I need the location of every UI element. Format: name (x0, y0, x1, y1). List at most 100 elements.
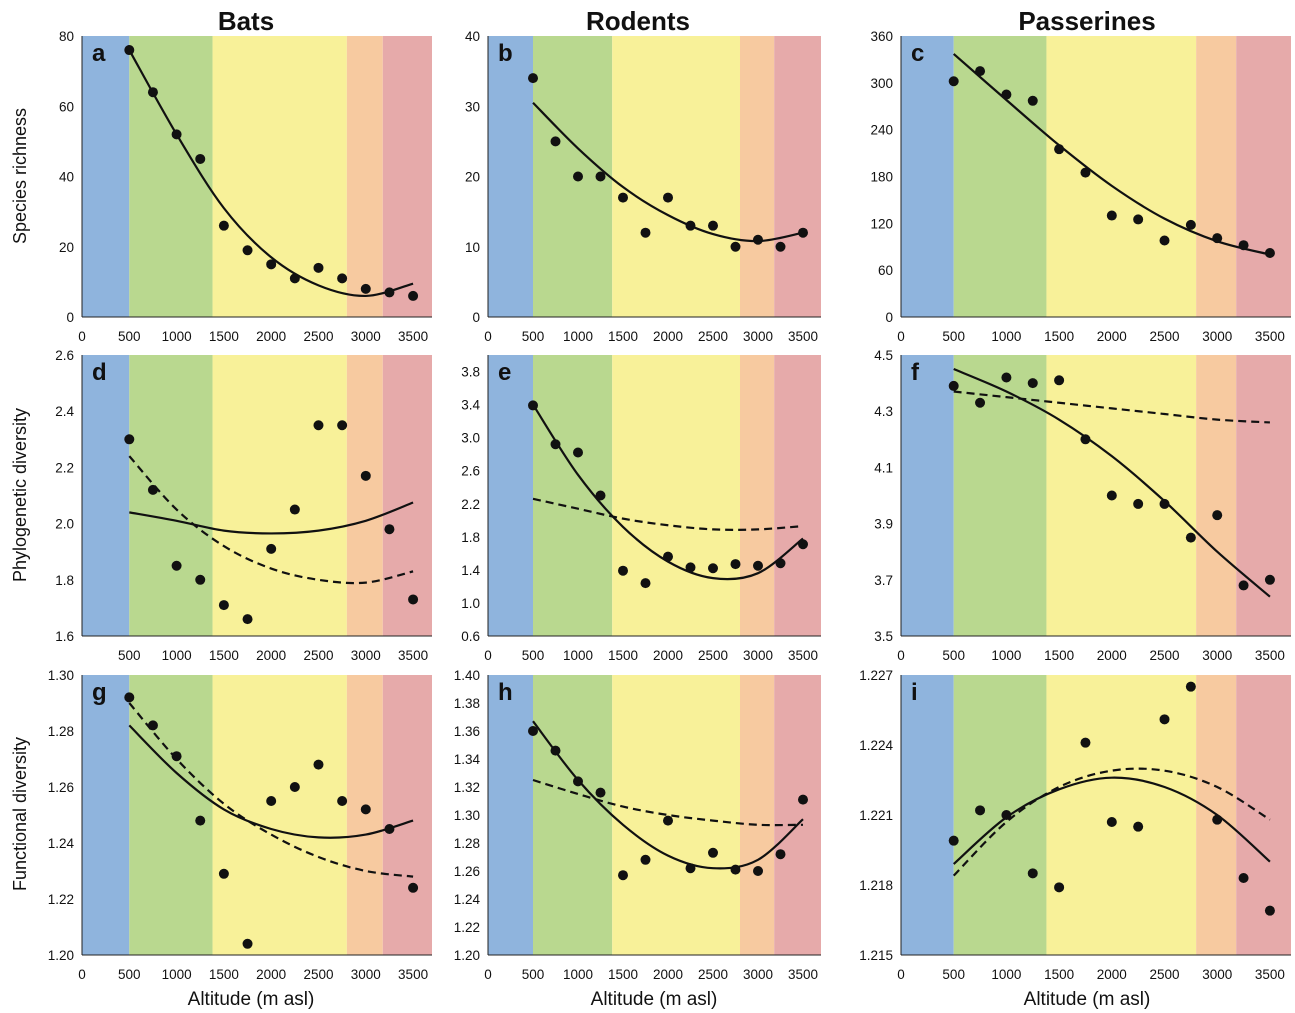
data-point (408, 882, 419, 893)
data-point (708, 563, 718, 574)
altitude-zone-band-4 (740, 36, 775, 317)
data-point (1238, 240, 1249, 251)
x-tick-label: 3000 (351, 648, 381, 663)
curves (953, 368, 1271, 598)
altitude-zone-band-5 (382, 36, 432, 317)
panel-e: 0.6 1.0 1.4 1.8 2.2 2.6 3.0 3.4 3.8 0 500 1000 1500 2… (461, 355, 821, 663)
data-point (528, 400, 538, 411)
y-tick-label: 2.6 (461, 464, 480, 479)
x-tick-label: 0 (78, 967, 86, 982)
y-tick-label: 1.224 (859, 738, 893, 753)
y-tick-label: 1.20 (48, 948, 74, 963)
x-tick-label: 2000 (1097, 329, 1127, 344)
x-tick-label: 0 (484, 967, 492, 982)
y-tick-label: 2.2 (55, 460, 74, 475)
data-point (1054, 375, 1065, 386)
x-tick-label: 500 (942, 967, 965, 982)
y-tick-label: 1.20 (454, 948, 480, 963)
x-tick-label: 3500 (398, 648, 428, 663)
x-tick-label: 2000 (653, 329, 683, 344)
fit-curve-dashed (532, 497, 804, 531)
altitude-zone-band-5 (774, 675, 821, 955)
x-tick-label: 1500 (209, 967, 239, 982)
altitude-zone-band-1 (488, 355, 533, 636)
y-tick-label: 3.7 (874, 573, 893, 588)
data-point (360, 804, 371, 815)
fit-curve-solid (953, 368, 1271, 598)
panel-f: 3.5 3.7 3.9 4.1 4.3 4.5 0 500 1000 1500 2000 2500 30… (874, 348, 1291, 663)
y-tick-label: 0 (66, 310, 74, 325)
data-point (384, 287, 395, 298)
data-point (948, 380, 959, 391)
data-point (124, 434, 135, 445)
x-tick-label: 1000 (991, 329, 1021, 344)
y-tick-label: 40 (465, 29, 480, 44)
x-tick-label: 3000 (351, 329, 381, 344)
altitude-zone-band-2 (129, 675, 213, 955)
y-tick-label: 1.24 (454, 892, 481, 907)
altitude-zone-band-3 (612, 675, 740, 955)
y-tick-label: 1.24 (48, 836, 75, 851)
data-point (313, 262, 324, 273)
x-tick-label: 3000 (351, 967, 381, 982)
altitude-zone-band-1 (901, 355, 954, 636)
fit-curve-dashed (952, 767, 1271, 877)
row-label-functional-diversity: Functional diversity (10, 737, 30, 891)
x-tick-label: 3000 (1202, 648, 1232, 663)
data-point (663, 192, 673, 203)
data-point (337, 273, 348, 284)
row-label-species-richness: Species richness (10, 108, 30, 244)
x-tick-label: 1500 (1044, 967, 1074, 982)
y-tick-label: 1.6 (55, 629, 74, 644)
x-tick-label: 1500 (608, 967, 638, 982)
data-point (685, 220, 696, 231)
altitude-zone-band-1 (901, 36, 954, 317)
data-point (685, 863, 696, 874)
panel-letter: h (498, 679, 513, 706)
y-tick-label: 1.32 (454, 780, 480, 795)
x-tick-label: 1000 (162, 967, 192, 982)
y-tick-label: 1.28 (48, 724, 74, 739)
data-point (1185, 532, 1196, 543)
fit-curve-dashed (953, 390, 1270, 424)
data-point (1133, 214, 1144, 225)
data-point (528, 73, 538, 84)
altitude-zone-band-1 (488, 675, 533, 955)
x-tick-label: 1500 (209, 329, 239, 344)
curves (128, 455, 414, 585)
y-tick-label: 3.9 (874, 517, 893, 532)
y-tick-label: 3.0 (461, 431, 480, 446)
x-tick-label: 3500 (398, 967, 428, 982)
data-point (1054, 882, 1065, 893)
data-point (1106, 817, 1117, 827)
data-point (289, 782, 300, 792)
altitude-zone-band-2 (533, 675, 613, 955)
y-tick-label: 1.22 (48, 892, 74, 907)
y-tick-label: 1.8 (55, 573, 74, 588)
y-tick-label: 1.30 (454, 808, 480, 823)
x-axis-label-bats: Altitude (m asl) (188, 989, 315, 1010)
x-tick-label: 2000 (1097, 648, 1127, 663)
data-point (975, 805, 986, 816)
data-point (1027, 868, 1038, 879)
y-tick-label: 4.1 (874, 460, 893, 475)
row-label-phylogenetic-diversity: Phylogenetic diversity (10, 408, 30, 582)
data-point (266, 543, 277, 554)
data-point (1212, 233, 1223, 244)
x-tick-label: 500 (522, 967, 545, 982)
data-point (1212, 510, 1223, 521)
altitude-zone-band-4 (346, 675, 383, 955)
altitude-zone-band-2 (953, 675, 1047, 955)
altitude-zone-band-1 (488, 36, 533, 317)
altitude-zone-band-5 (1236, 36, 1291, 317)
data-point (1133, 498, 1144, 509)
altitude-zone-band-5 (774, 36, 821, 317)
data-point (618, 870, 628, 881)
data-point (730, 559, 741, 570)
data-point (798, 539, 808, 550)
data-point (1238, 580, 1249, 591)
x-tick-label: 3500 (788, 648, 818, 663)
data-point (360, 470, 371, 481)
